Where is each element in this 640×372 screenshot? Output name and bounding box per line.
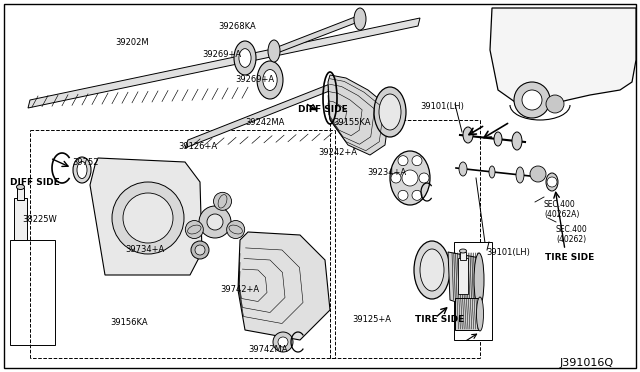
Ellipse shape <box>354 8 366 30</box>
Ellipse shape <box>263 70 277 90</box>
Circle shape <box>199 206 231 238</box>
Bar <box>458 258 468 294</box>
Circle shape <box>412 190 422 200</box>
Circle shape <box>530 166 546 182</box>
Circle shape <box>398 155 408 166</box>
Circle shape <box>186 221 204 238</box>
Text: 39155KA: 39155KA <box>333 118 371 127</box>
Polygon shape <box>490 8 636 105</box>
Text: 39742MA: 39742MA <box>248 345 287 354</box>
Ellipse shape <box>112 182 184 254</box>
Ellipse shape <box>234 41 256 75</box>
Circle shape <box>273 332 293 352</box>
Text: 39242MA: 39242MA <box>245 118 284 127</box>
Text: (40262A): (40262A) <box>544 210 579 219</box>
Text: DIFF SIDE: DIFF SIDE <box>298 105 348 114</box>
Polygon shape <box>28 18 420 108</box>
Ellipse shape <box>463 127 473 143</box>
Ellipse shape <box>516 167 524 183</box>
Text: 39242+A: 39242+A <box>318 148 357 157</box>
Ellipse shape <box>77 161 87 179</box>
Circle shape <box>227 221 244 238</box>
Text: 39742+A: 39742+A <box>220 285 259 294</box>
Ellipse shape <box>546 173 558 191</box>
Ellipse shape <box>257 61 283 99</box>
Text: 39101(LH): 39101(LH) <box>420 102 464 111</box>
Ellipse shape <box>477 297 483 331</box>
Circle shape <box>391 173 401 183</box>
Text: 39269+A: 39269+A <box>202 50 241 59</box>
Polygon shape <box>90 158 202 275</box>
Bar <box>10 240 55 345</box>
Circle shape <box>278 337 288 347</box>
Circle shape <box>522 90 542 110</box>
Text: TIRE SIDE: TIRE SIDE <box>415 315 464 324</box>
Ellipse shape <box>239 49 251 67</box>
Ellipse shape <box>17 185 24 189</box>
Text: 39156KA: 39156KA <box>110 318 148 327</box>
Text: 39126+A: 39126+A <box>178 142 217 151</box>
Bar <box>454 242 492 340</box>
Circle shape <box>195 245 205 255</box>
Bar <box>460 252 466 260</box>
Text: DIFF SIDE: DIFF SIDE <box>10 178 60 187</box>
Ellipse shape <box>73 157 91 183</box>
Text: SEC.400: SEC.400 <box>544 200 576 209</box>
Ellipse shape <box>459 162 467 176</box>
Ellipse shape <box>512 132 522 150</box>
Polygon shape <box>328 75 390 155</box>
Text: 39752: 39752 <box>72 158 99 167</box>
Text: 39101(LH): 39101(LH) <box>486 248 530 257</box>
Text: 39202M: 39202M <box>115 38 148 47</box>
Circle shape <box>546 95 564 113</box>
Circle shape <box>419 173 429 183</box>
Circle shape <box>207 214 223 230</box>
Circle shape <box>214 192 232 210</box>
Text: J391016Q: J391016Q <box>560 358 614 368</box>
Circle shape <box>412 155 422 166</box>
Text: 39734+A: 39734+A <box>125 245 164 254</box>
Polygon shape <box>238 232 330 340</box>
Circle shape <box>402 170 418 186</box>
Text: 38225W: 38225W <box>22 215 57 224</box>
Circle shape <box>547 177 557 187</box>
Bar <box>14 198 27 240</box>
Polygon shape <box>185 80 340 148</box>
Polygon shape <box>272 15 360 55</box>
Ellipse shape <box>374 87 406 137</box>
Ellipse shape <box>489 166 495 178</box>
Ellipse shape <box>420 249 444 291</box>
Circle shape <box>514 82 550 118</box>
Text: 39125+A: 39125+A <box>352 315 391 324</box>
Circle shape <box>398 190 408 200</box>
Circle shape <box>191 241 209 259</box>
Ellipse shape <box>474 253 484 307</box>
Ellipse shape <box>460 249 467 253</box>
Ellipse shape <box>414 241 450 299</box>
Polygon shape <box>448 252 480 308</box>
Text: TIRE SIDE: TIRE SIDE <box>545 253 595 262</box>
Text: 39268KA: 39268KA <box>218 22 256 31</box>
Text: 39234+A: 39234+A <box>367 168 406 177</box>
Ellipse shape <box>494 132 502 146</box>
Ellipse shape <box>390 151 430 205</box>
Ellipse shape <box>268 40 280 62</box>
Text: (40262): (40262) <box>556 235 586 244</box>
Bar <box>17 188 24 200</box>
Polygon shape <box>455 298 480 330</box>
Text: 39269+A: 39269+A <box>235 75 274 84</box>
Ellipse shape <box>379 94 401 130</box>
Ellipse shape <box>123 193 173 243</box>
Text: SEC.400: SEC.400 <box>556 225 588 234</box>
